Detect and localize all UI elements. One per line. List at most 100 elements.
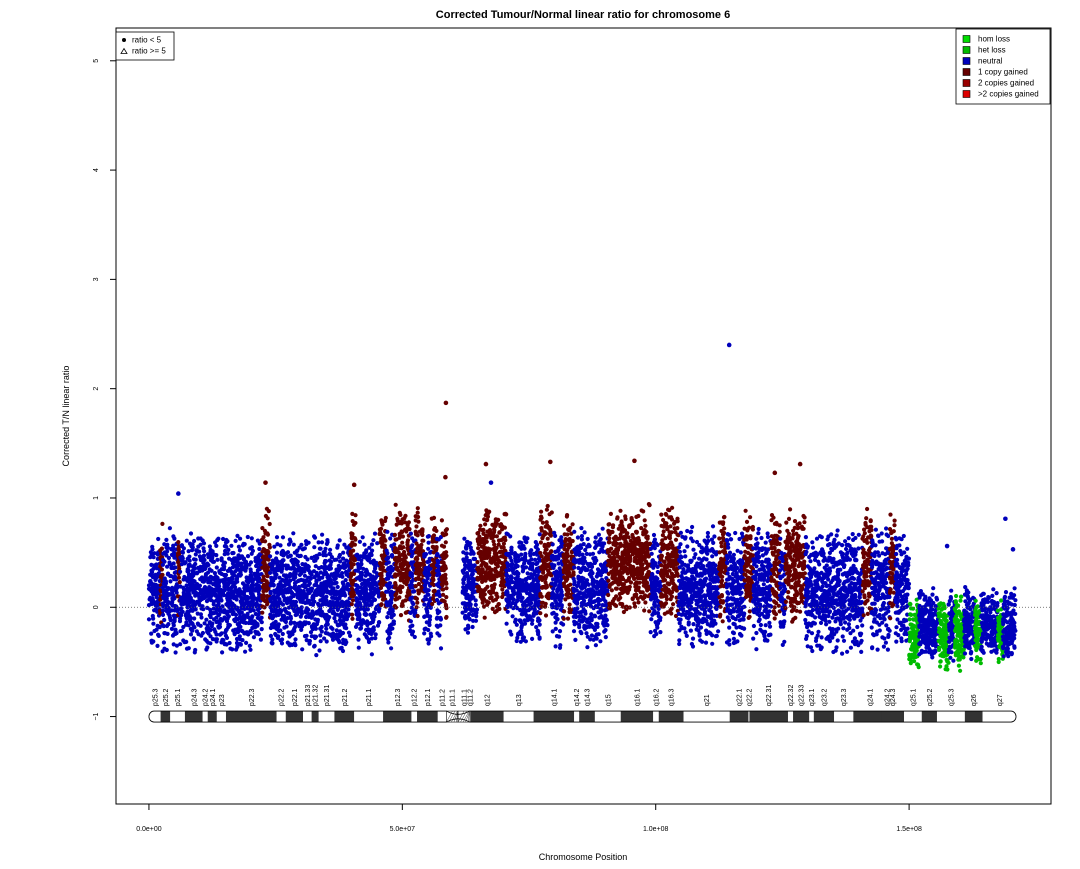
data-point bbox=[348, 552, 353, 557]
data-point bbox=[222, 544, 227, 549]
data-point bbox=[471, 551, 476, 556]
data-point bbox=[292, 585, 297, 591]
data-point bbox=[400, 567, 405, 572]
data-point bbox=[598, 606, 603, 611]
data-point bbox=[393, 562, 398, 567]
data-point bbox=[508, 563, 513, 568]
data-point bbox=[368, 612, 373, 617]
data-point bbox=[218, 632, 223, 637]
data-point bbox=[297, 622, 302, 627]
data-point bbox=[150, 613, 155, 619]
data-point bbox=[438, 646, 444, 651]
segment-points-25 bbox=[605, 502, 653, 615]
data-point bbox=[249, 574, 254, 579]
data-point bbox=[297, 597, 302, 602]
data-point bbox=[301, 578, 306, 583]
data-point bbox=[593, 535, 598, 540]
data-point bbox=[260, 549, 265, 554]
data-point bbox=[156, 536, 161, 542]
data-point bbox=[426, 602, 431, 608]
data-point bbox=[335, 584, 340, 590]
data-point bbox=[306, 621, 311, 626]
data-point bbox=[318, 639, 323, 644]
data-point bbox=[561, 568, 566, 573]
data-point bbox=[333, 619, 338, 624]
data-point bbox=[146, 617, 152, 622]
data-point bbox=[397, 587, 403, 593]
data-point bbox=[323, 546, 328, 551]
data-point bbox=[337, 573, 342, 579]
data-point bbox=[393, 502, 398, 507]
data-point bbox=[514, 562, 519, 568]
data-point bbox=[267, 545, 272, 550]
data-point bbox=[618, 508, 623, 513]
data-point bbox=[171, 623, 176, 628]
data-point bbox=[372, 614, 377, 619]
data-point bbox=[557, 552, 562, 557]
data-point bbox=[314, 653, 319, 658]
data-point bbox=[327, 632, 333, 637]
data-point bbox=[387, 635, 392, 640]
data-point bbox=[266, 549, 271, 555]
data-point bbox=[279, 641, 285, 646]
data-point bbox=[366, 571, 371, 577]
data-point bbox=[539, 509, 544, 514]
data-point bbox=[167, 526, 172, 531]
data-point bbox=[176, 575, 182, 580]
data-point bbox=[260, 610, 265, 615]
data-point bbox=[348, 633, 353, 639]
data-point bbox=[208, 634, 213, 639]
data-point bbox=[308, 601, 313, 607]
data-point bbox=[158, 597, 163, 602]
data-point bbox=[235, 642, 240, 648]
data-point bbox=[165, 564, 170, 569]
data-point bbox=[252, 588, 257, 593]
data-point bbox=[316, 540, 321, 545]
data-point bbox=[499, 538, 504, 543]
data-point bbox=[599, 614, 604, 619]
data-point bbox=[321, 588, 326, 593]
data-point bbox=[389, 589, 394, 594]
data-point bbox=[299, 571, 304, 576]
data-point bbox=[422, 597, 427, 602]
data-point bbox=[404, 582, 409, 587]
data-point bbox=[169, 565, 174, 571]
data-point bbox=[593, 599, 598, 604]
data-point bbox=[343, 610, 348, 615]
data-point bbox=[288, 621, 293, 626]
data-point bbox=[248, 546, 253, 551]
data-point bbox=[261, 574, 266, 579]
data-point bbox=[397, 521, 402, 526]
data-point bbox=[317, 552, 322, 557]
data-point bbox=[268, 570, 273, 576]
data-point bbox=[341, 585, 346, 590]
data-point bbox=[291, 599, 296, 605]
data-point bbox=[324, 626, 329, 631]
data-point bbox=[345, 581, 350, 587]
data-point bbox=[603, 567, 609, 572]
data-point bbox=[473, 602, 478, 608]
data-point bbox=[293, 624, 298, 629]
data-point bbox=[583, 567, 588, 573]
data-point bbox=[222, 587, 227, 593]
data-point bbox=[274, 535, 280, 540]
data-point bbox=[399, 545, 404, 550]
data-point bbox=[341, 622, 346, 627]
data-point bbox=[516, 631, 521, 636]
data-point bbox=[630, 532, 635, 538]
data-point bbox=[308, 613, 313, 618]
data-point bbox=[210, 559, 215, 564]
data-point bbox=[560, 593, 565, 598]
data-point bbox=[316, 601, 321, 607]
data-point bbox=[291, 577, 296, 582]
data-point bbox=[529, 586, 534, 591]
segment-points-6 bbox=[268, 531, 353, 658]
data-point bbox=[543, 604, 548, 609]
data-point bbox=[171, 642, 176, 647]
data-point bbox=[227, 640, 232, 646]
data-point bbox=[553, 549, 558, 555]
data-point bbox=[275, 587, 280, 592]
data-point bbox=[514, 569, 520, 575]
data-point bbox=[285, 550, 291, 555]
data-point bbox=[533, 540, 538, 545]
